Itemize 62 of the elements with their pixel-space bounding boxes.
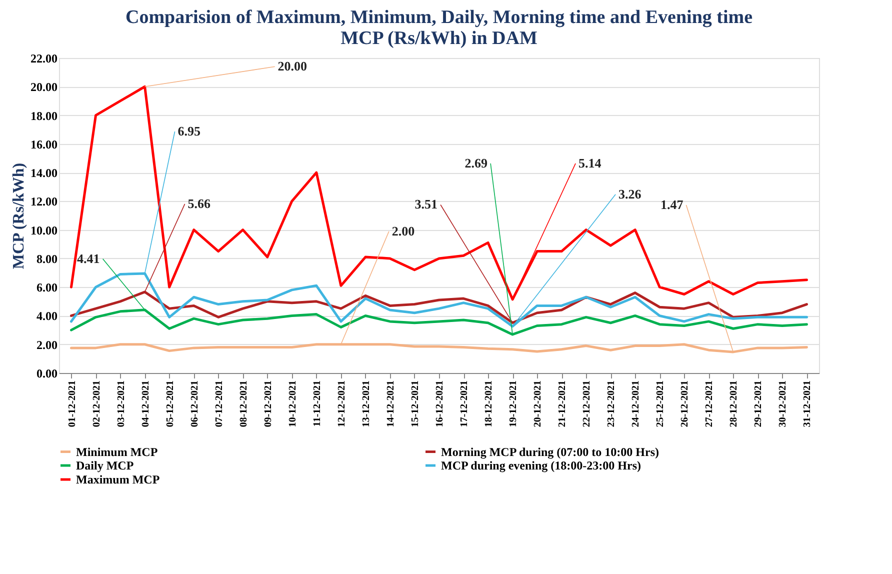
x-tick-label: 04-12-2021 (140, 380, 152, 428)
y-tick-label: 20.00 (30, 80, 58, 94)
annotation: 4.41 (77, 250, 100, 266)
x-tick-label: 01-12-2021 (66, 380, 78, 428)
annotation: 1.47 (660, 196, 684, 212)
text: Comparision of Maximum, Minimum, Daily, Morning time and Evening time (126, 7, 752, 28)
y-axis-title: MCP (Rs/kWh) (10, 162, 28, 270)
x-tick-label: 09-12-2021 (262, 380, 274, 428)
x-tick-label: 30-12-2021 (778, 380, 789, 428)
y-tick-label: 4.00 (36, 309, 58, 324)
x-tick-label: 17-12-2021 (459, 380, 470, 428)
x-tick-label: 25-12-2021 (655, 380, 666, 428)
x-tick-label: 22-12-2021 (582, 380, 593, 428)
y-tick-label: 0.00 (36, 366, 58, 380)
legend-label: Maximum MCP (76, 472, 160, 486)
x-tick-label: 12-12-2021 (336, 380, 348, 428)
line-series (70, 85, 808, 301)
annotation: 6.95 (178, 123, 202, 138)
x-tick-label: 11-12-2021 (312, 380, 323, 427)
annotation: 3.51 (414, 196, 438, 212)
x-tick-label: 21-12-2021 (557, 380, 568, 428)
x-tick-label: 23-12-2021 (606, 380, 618, 428)
y-tick-label: 18.00 (30, 108, 58, 123)
legend-label: MCP during evening (18:00-23:00 Hrs) (441, 458, 641, 472)
y-tick-label: 2.00 (36, 338, 58, 352)
x-tick-label: 13-12-2021 (360, 380, 372, 428)
legend-label: Minimum MCP (76, 444, 158, 459)
y-tick-label: 12.00 (30, 194, 58, 209)
x-tick-label: 05-12-2021 (164, 380, 176, 428)
text: MCP (Rs/kWh) in DAM (340, 28, 538, 49)
x-tick-label: 03-12-2021 (116, 380, 127, 428)
x-tick-label: 28-12-2021 (728, 380, 740, 428)
x-tick-label: 06-12-2021 (189, 380, 200, 428)
y-tick-label: 22.00 (30, 52, 58, 66)
annotation: 5.14 (578, 155, 602, 170)
x-tick-label: 19-12-2021 (508, 380, 520, 428)
legend-label: Daily MCP (76, 458, 134, 472)
x-tick-label: 27-12-2021 (704, 380, 716, 428)
y-tick-label: 10.00 (30, 223, 58, 238)
x-tick-label: 10-12-2021 (287, 380, 298, 428)
legend-label: Morning MCP during (07:00 to 10:00 Hrs) (441, 444, 659, 459)
x-tick-label: 18-12-2021 (484, 380, 495, 428)
x-tick-label: 16-12-2021 (434, 380, 446, 428)
x-tick-label: 31-12-2021 (802, 380, 814, 428)
x-tick-label: 08-12-2021 (238, 380, 250, 428)
x-tick-label: 26-12-2021 (680, 380, 691, 428)
annotation: 20.00 (278, 58, 308, 74)
y-tick-label: 16.00 (30, 137, 58, 152)
y-tick-label: 14.00 (30, 166, 58, 180)
annotation: 3.26 (618, 186, 642, 202)
x-tick-label: 14-12-2021 (385, 380, 396, 428)
annotation: 2.00 (392, 223, 415, 238)
x-tick-label: 29-12-2021 (753, 380, 764, 428)
y-tick-label: 6.00 (36, 280, 58, 295)
x-tick-label: 07-12-2021 (214, 380, 225, 428)
x-tick-label: 02-12-2021 (91, 380, 102, 428)
annotation: 2.69 (464, 155, 488, 170)
x-tick-label: 15-12-2021 (410, 380, 421, 428)
annotation: 5.66 (188, 196, 212, 211)
x-tick-label: 24-12-2021 (630, 380, 642, 428)
y-tick-label: 8.00 (36, 252, 58, 266)
x-tick-label: 20-12-2021 (532, 380, 544, 428)
